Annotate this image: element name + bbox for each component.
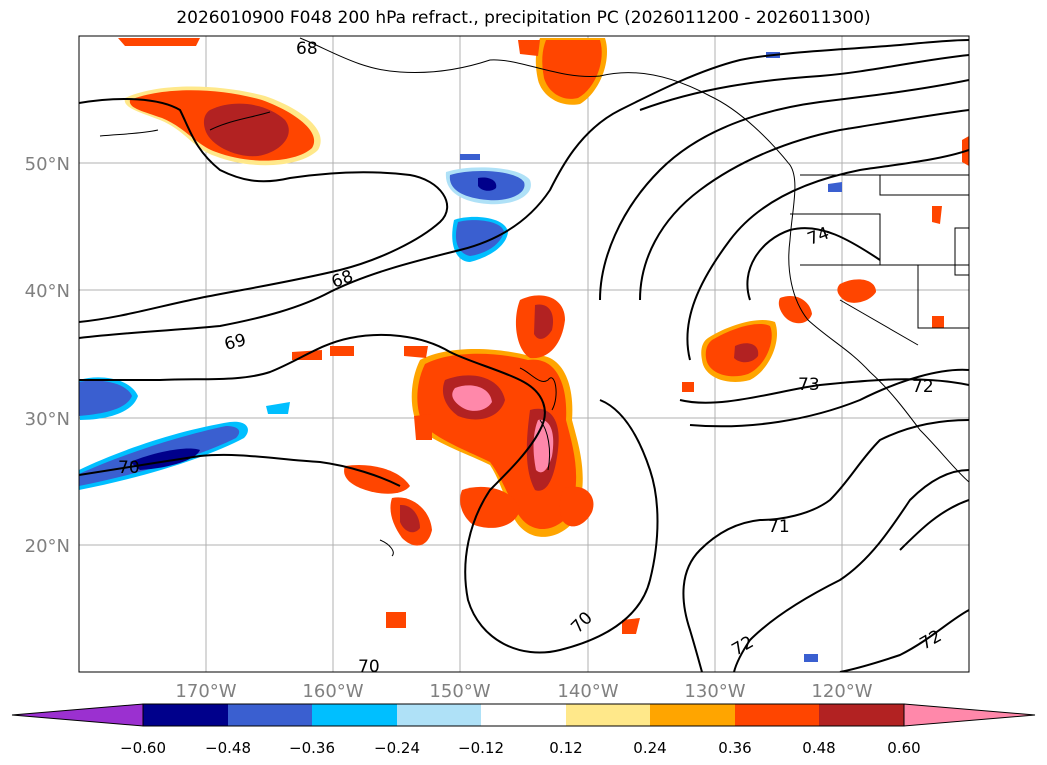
colorbar-bin	[566, 704, 650, 726]
lon-label: 150°W	[429, 681, 490, 702]
colorbar-tick: −0.12	[458, 739, 504, 757]
coastlines	[99, 37, 969, 557]
contour-label: 73	[798, 375, 820, 395]
colorbar-tick: 0.36	[718, 739, 751, 757]
colorbar-tick: 0.24	[633, 739, 666, 757]
lon-label: 140°W	[557, 681, 618, 702]
colorbar-tick: −0.36	[289, 739, 335, 757]
colorbar-bin	[397, 704, 481, 726]
contour-label: 70	[358, 657, 380, 677]
colorbar-tick: −0.24	[374, 739, 420, 757]
colorbar-bin	[312, 704, 397, 726]
lon-label: 130°W	[684, 681, 745, 702]
colorbar-bin	[650, 704, 735, 726]
colorbar-tick: −0.60	[120, 739, 166, 757]
lat-labels: 50°N 40°N 30°N 20°N	[25, 154, 70, 557]
lat-label: 40°N	[25, 281, 70, 302]
colorbar-over-arrow	[903, 703, 1036, 727]
contour-label: 70	[118, 458, 140, 478]
colorbar-border	[142, 703, 905, 727]
colorbar-bin	[228, 704, 312, 726]
colorbar-bin	[481, 704, 566, 726]
contour-label: 71	[768, 517, 790, 537]
colorbar-bin	[143, 704, 228, 726]
map-border	[78, 35, 970, 673]
colorbar-tick: 0.48	[802, 739, 835, 757]
contour-label: 68	[296, 39, 318, 59]
refractivity-contours	[79, 39, 969, 672]
lon-labels: 170°W 160°W 150°W 140°W 130°W 120°W	[175, 681, 872, 702]
lon-label: 120°W	[811, 681, 872, 702]
contour-label: 72	[912, 377, 934, 397]
lat-label: 20°N	[25, 536, 70, 557]
colorbar	[11, 703, 1036, 727]
colorbar-tick: −0.48	[205, 739, 251, 757]
colorbar-ticks: −0.60 −0.48 −0.36 −0.24 −0.12 0.12 0.24 …	[120, 739, 921, 757]
lat-label: 30°N	[25, 409, 70, 430]
colorbar-bin	[819, 704, 904, 726]
lon-label: 160°W	[302, 681, 363, 702]
lat-label: 50°N	[25, 154, 70, 175]
colorbar-under-arrow	[11, 703, 144, 727]
colorbar-tick: 0.60	[887, 739, 920, 757]
colorbar-tick: 0.12	[549, 739, 582, 757]
map-title: 2026010900 F048 200 hPa refract., precip…	[176, 8, 871, 28]
colorbar-bin	[735, 704, 819, 726]
lon-label: 170°W	[175, 681, 236, 702]
